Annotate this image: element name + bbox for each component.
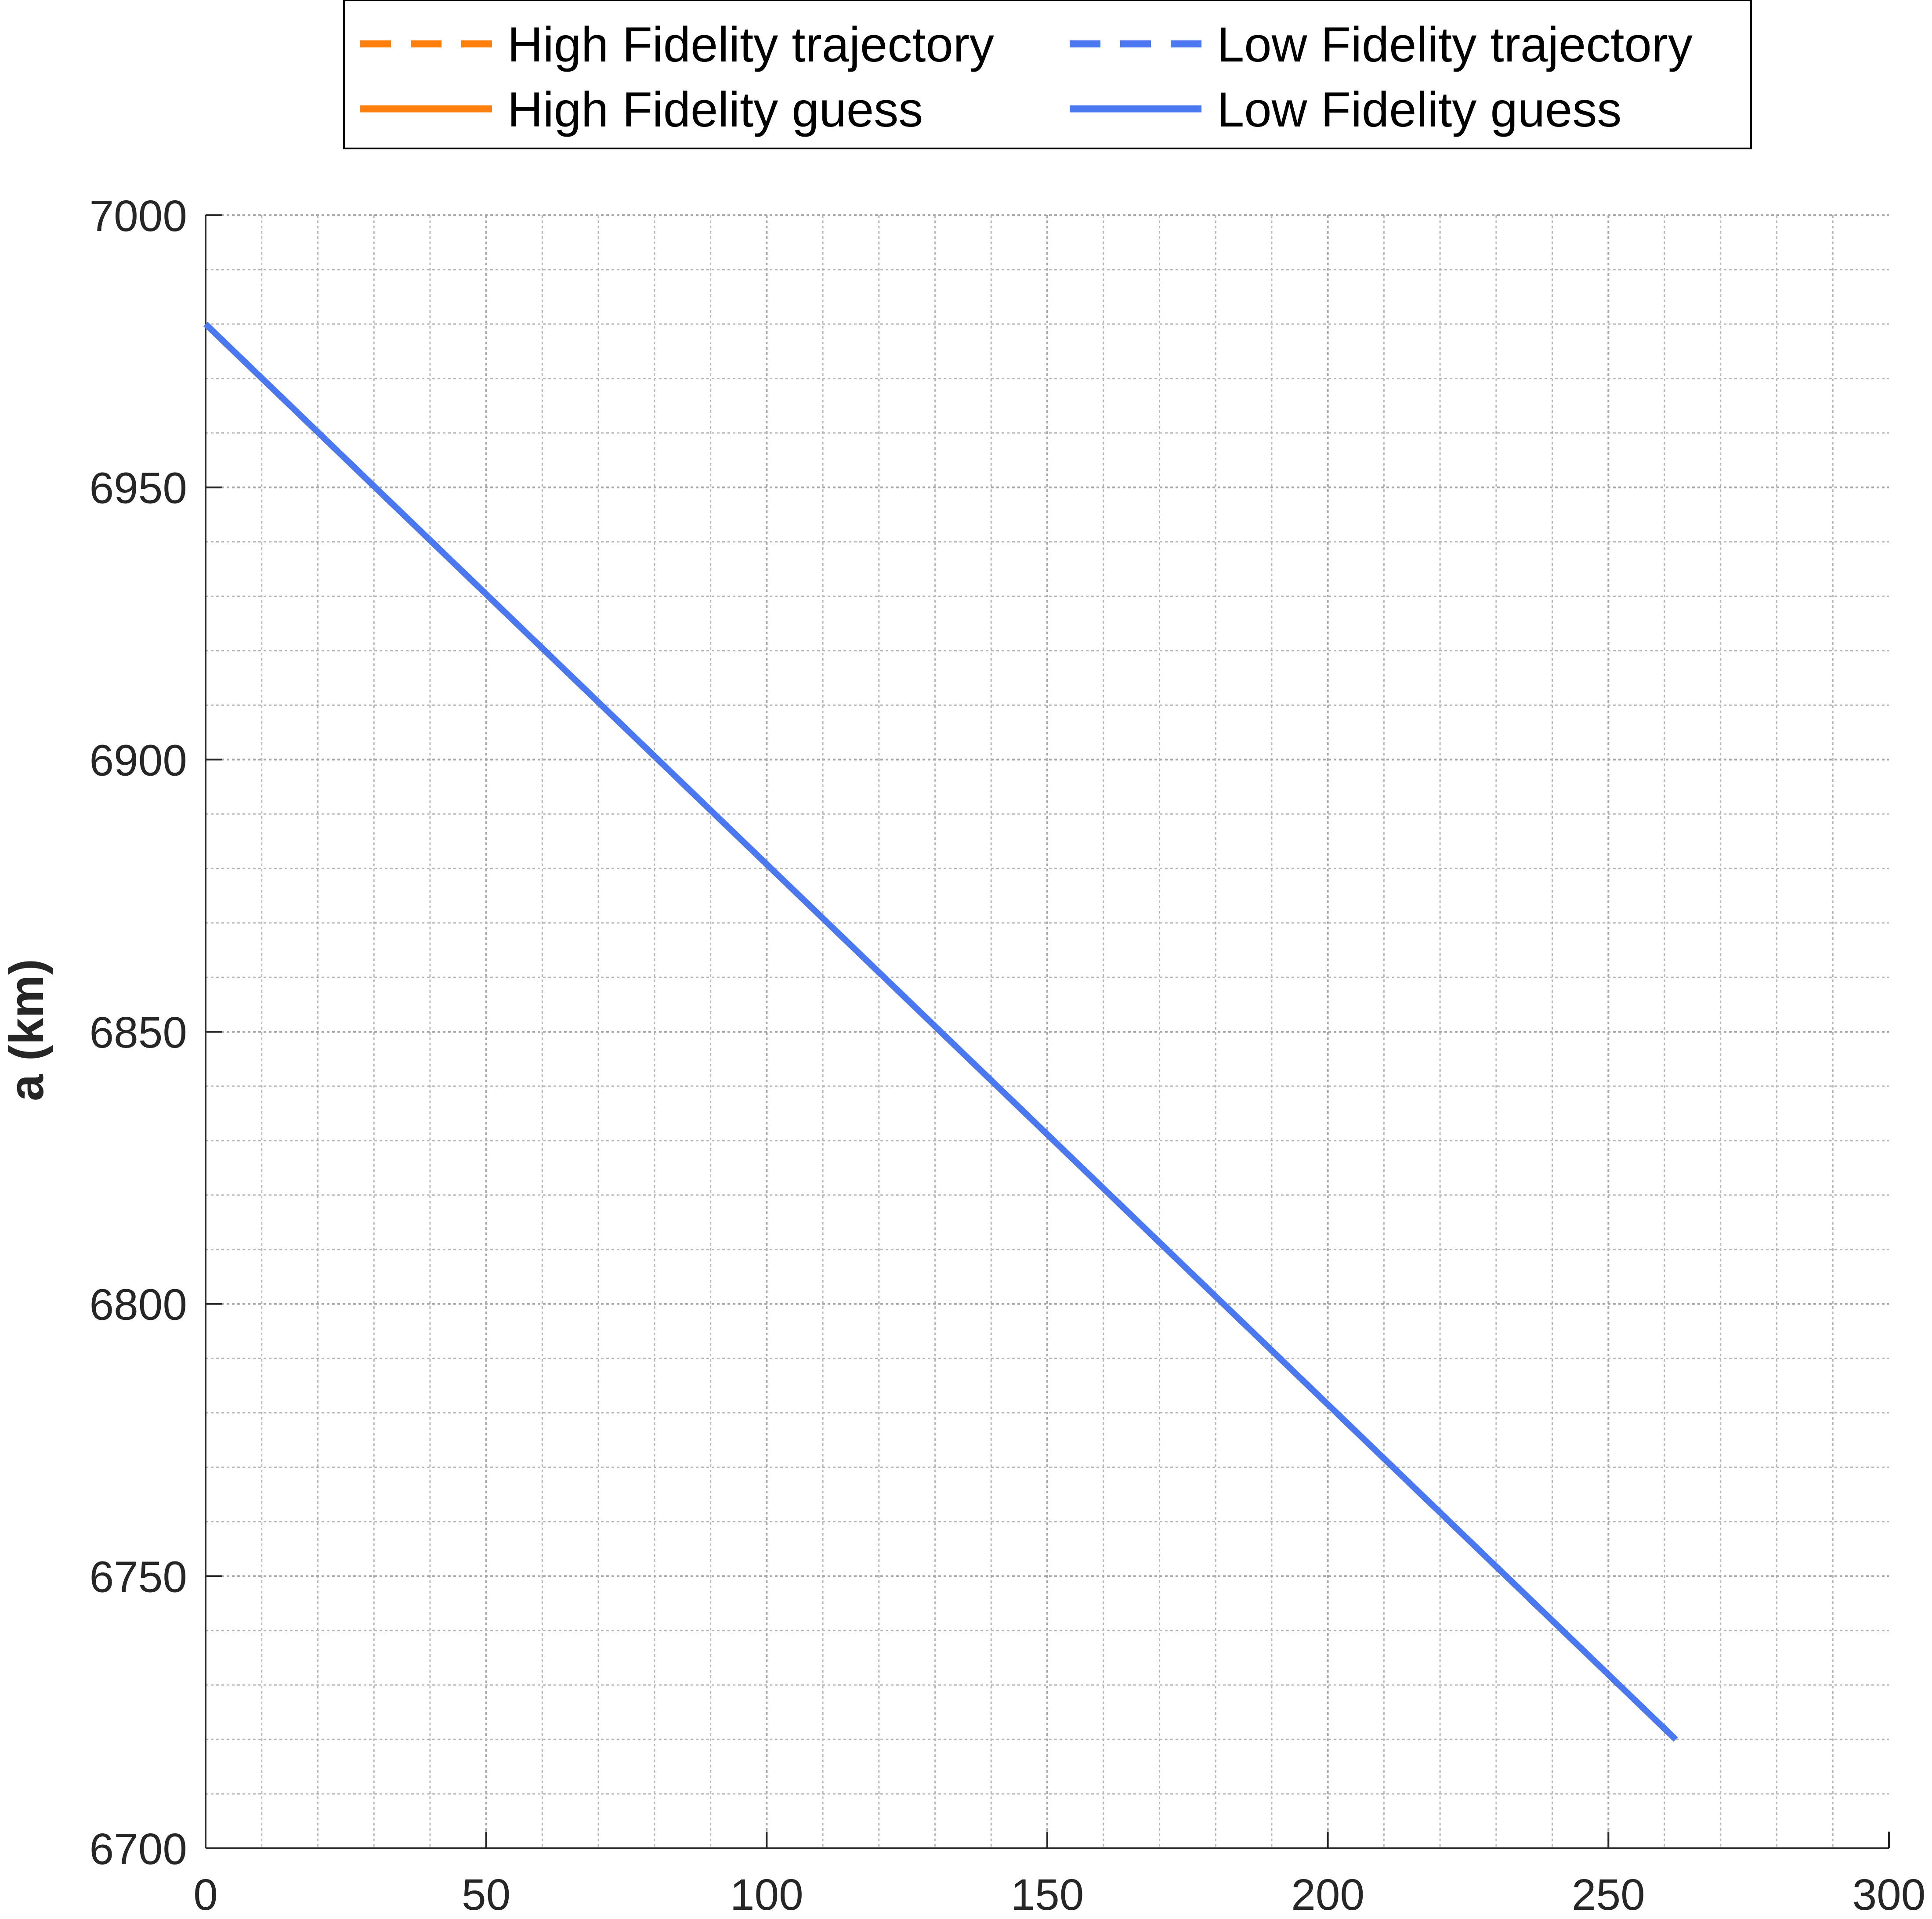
legend-label: Low Fidelity guess (1217, 82, 1621, 137)
x-tick-label: 50 (462, 1870, 510, 1919)
series-lines (203, 322, 1678, 1742)
legend-label: High Fidelity trajectory (507, 17, 994, 72)
legend-label: Low Fidelity trajectory (1217, 17, 1693, 72)
y-tick-label: 7000 (90, 192, 187, 241)
legend-box (343, 0, 1752, 149)
grid (206, 214, 1889, 1848)
y-tick-label: 6850 (90, 1008, 187, 1057)
legend-label: High Fidelity guess (507, 82, 923, 137)
y-tick-label: 6700 (90, 1825, 187, 1874)
x-tick-label: 0 (193, 1870, 218, 1919)
y-tick-label: 6800 (90, 1280, 187, 1330)
y-tick-label: 6900 (90, 736, 187, 785)
x-tick-label: 150 (1011, 1870, 1084, 1919)
x-tick-label: 100 (730, 1870, 803, 1919)
x-tick-label: 200 (1291, 1870, 1364, 1919)
legend: High Fidelity trajectory Low Fidelity tra… (343, 0, 1752, 149)
y-tick-label: 6750 (90, 1552, 187, 1601)
ticks: 0 50 100 150 200 250 300 6700 6750 6800 6850 6900 69… (90, 192, 1926, 1919)
y-axis-title: a (km) (0, 959, 54, 1101)
y-tick-label: 6950 (90, 464, 187, 513)
low-fidelity-guess-line (203, 322, 1678, 1742)
x-tick-label: 300 (1852, 1870, 1926, 1919)
x-tick-label: 250 (1572, 1870, 1645, 1919)
